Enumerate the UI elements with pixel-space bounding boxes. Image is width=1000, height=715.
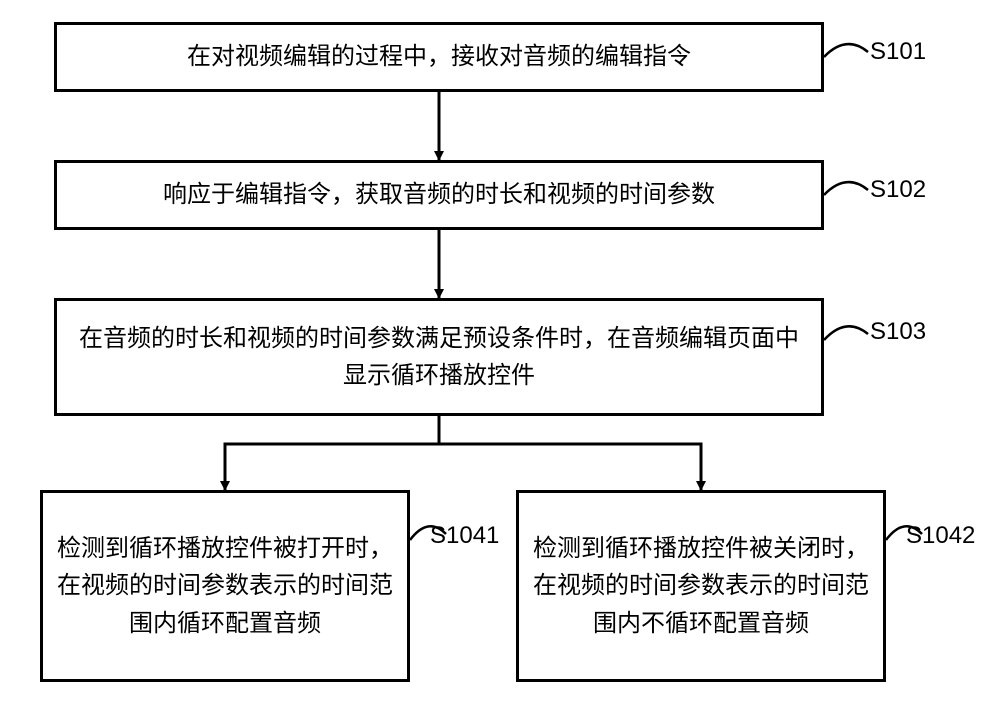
edge-s103-s1042 bbox=[439, 416, 701, 490]
node-s101: 在对视频编辑的过程中，接收对音频的编辑指令 bbox=[54, 22, 824, 92]
label-s102-text: S102 bbox=[870, 176, 926, 203]
label-s103-text: S103 bbox=[870, 318, 926, 345]
label-s1041: S1041 bbox=[430, 522, 499, 550]
node-s1042-text: 检测到循环播放控件被关闭时，在视频的时间参数表示的时间范围内不循环配置音频 bbox=[533, 530, 869, 642]
label-s1042: S1042 bbox=[906, 522, 975, 550]
node-s101-text: 在对视频编辑的过程中，接收对音频的编辑指令 bbox=[187, 38, 691, 75]
label-s1042-text: S1042 bbox=[906, 522, 975, 549]
tick-s103 bbox=[824, 326, 868, 340]
label-s101-text: S101 bbox=[870, 38, 926, 65]
label-s102: S102 bbox=[870, 176, 926, 204]
label-s101: S101 bbox=[870, 38, 926, 66]
node-s1041-text: 检测到循环播放控件被打开时，在视频的时间参数表示的时间范围内循环配置音频 bbox=[57, 530, 393, 642]
node-s103-text: 在音频的时长和视频的时间参数满足预设条件时，在音频编辑页面中显示循环播放控件 bbox=[71, 320, 807, 394]
node-s102-text: 响应于编辑指令，获取音频的时长和视频的时间参数 bbox=[163, 176, 715, 213]
label-s1041-text: S1041 bbox=[430, 522, 499, 549]
label-s103: S103 bbox=[870, 318, 926, 346]
edge-s103-s1041 bbox=[225, 416, 439, 490]
node-s103: 在音频的时长和视频的时间参数满足预设条件时，在音频编辑页面中显示循环播放控件 bbox=[54, 298, 824, 416]
node-s1041: 检测到循环播放控件被打开时，在视频的时间参数表示的时间范围内循环配置音频 bbox=[40, 490, 410, 682]
tick-s102 bbox=[824, 182, 868, 195]
node-s102: 响应于编辑指令，获取音频的时长和视频的时间参数 bbox=[54, 160, 824, 230]
flowchart-canvas: 在对视频编辑的过程中，接收对音频的编辑指令 响应于编辑指令，获取音频的时长和视频… bbox=[0, 0, 1000, 715]
node-s1042: 检测到循环播放控件被关闭时，在视频的时间参数表示的时间范围内不循环配置音频 bbox=[516, 490, 886, 682]
tick-s101 bbox=[824, 44, 868, 57]
